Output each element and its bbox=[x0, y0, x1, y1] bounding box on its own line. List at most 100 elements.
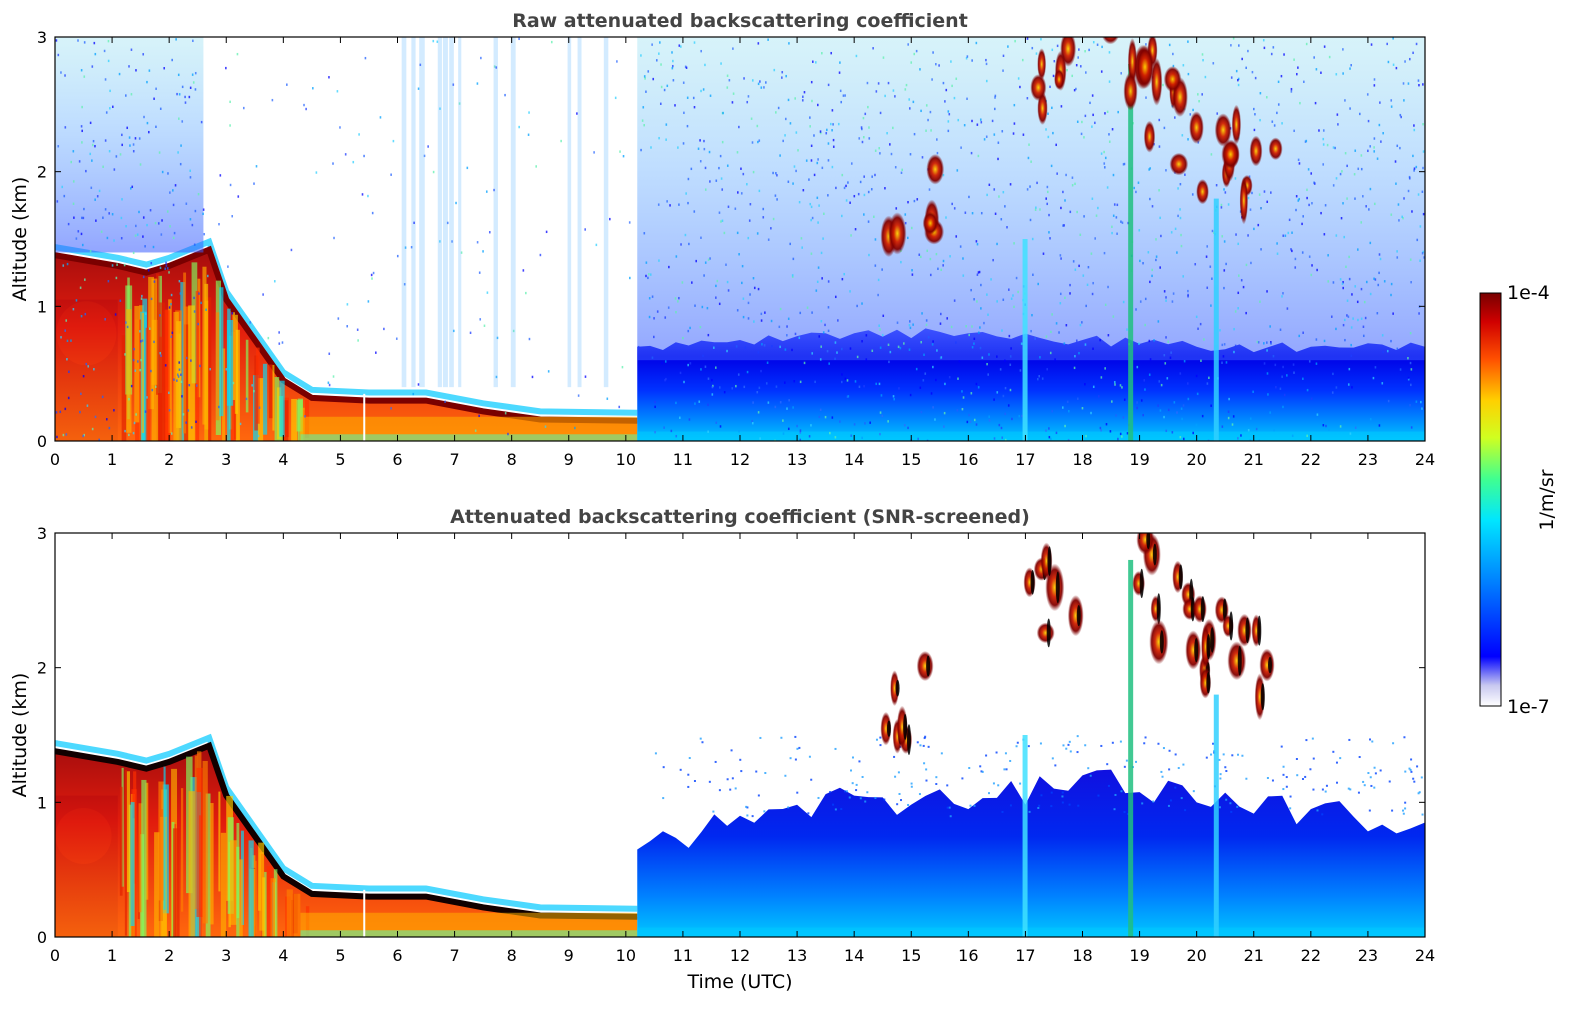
precip-streak bbox=[218, 791, 221, 892]
noise-pixel bbox=[986, 193, 988, 197]
noise-pixel bbox=[202, 212, 204, 216]
noise-pixel bbox=[1198, 100, 1200, 103]
noise-pixel bbox=[927, 336, 930, 339]
noise-pixel bbox=[1031, 313, 1033, 317]
noise-pixel bbox=[1195, 423, 1198, 427]
x-tick-label: 22 bbox=[1301, 450, 1321, 469]
noise-pixel bbox=[1335, 73, 1338, 76]
noise-pixel bbox=[818, 204, 820, 207]
noise-pixel bbox=[977, 154, 980, 158]
noise-pixel bbox=[173, 378, 175, 381]
noise-pixel bbox=[1276, 252, 1279, 255]
noise-pixel bbox=[1410, 368, 1413, 371]
noise-pixel bbox=[130, 48, 133, 51]
noise-pixel bbox=[1408, 175, 1411, 179]
screened-speck bbox=[1347, 787, 1350, 790]
noise-pixel bbox=[1040, 38, 1042, 41]
screened-speck bbox=[1295, 758, 1298, 761]
data-gap bbox=[363, 393, 366, 441]
noise-pixel bbox=[62, 264, 65, 267]
screened-speck bbox=[1224, 766, 1227, 769]
noise-pixel bbox=[868, 126, 870, 129]
noise-pixel bbox=[172, 236, 175, 240]
noise-pixel bbox=[812, 60, 814, 63]
noise-pixel bbox=[168, 306, 171, 309]
screened-speck bbox=[1127, 812, 1130, 815]
noise-pixel bbox=[879, 432, 881, 436]
noise-pixel bbox=[1004, 412, 1007, 416]
noise-pixel bbox=[1227, 416, 1230, 420]
noise-pixel bbox=[403, 283, 406, 286]
screened-speck bbox=[1062, 744, 1065, 747]
cloud-feature bbox=[1138, 495, 1148, 526]
noise-pixel bbox=[1322, 129, 1325, 132]
noise-pixel bbox=[584, 228, 586, 231]
screened-speck bbox=[1051, 757, 1054, 760]
screened-speck bbox=[988, 792, 991, 795]
noise-pixel bbox=[1276, 111, 1278, 115]
x-tick-label: 3 bbox=[221, 450, 231, 469]
screened-speck bbox=[1009, 804, 1012, 807]
noise-pixel bbox=[131, 185, 134, 189]
noise-pixel bbox=[1052, 131, 1054, 135]
screened-speck bbox=[840, 808, 843, 811]
noise-pixel bbox=[707, 430, 709, 433]
noise-pixel bbox=[1417, 79, 1420, 82]
noise-pixel bbox=[1149, 280, 1151, 284]
screened-speck bbox=[829, 791, 832, 794]
noise-pixel bbox=[1306, 388, 1309, 392]
noise-pixel bbox=[816, 196, 819, 200]
noise-pixel bbox=[1059, 292, 1062, 296]
noise-pixel bbox=[80, 69, 83, 72]
noise-pixel bbox=[356, 328, 359, 331]
screened-speck bbox=[1097, 794, 1100, 797]
noise-pixel bbox=[1346, 197, 1348, 200]
noise-pixel bbox=[927, 118, 929, 122]
noise-pixel bbox=[1204, 75, 1207, 79]
screened-speck bbox=[1231, 754, 1234, 757]
noise-pixel bbox=[1088, 48, 1090, 52]
noise-pixel bbox=[784, 134, 786, 137]
noise-pixel bbox=[811, 311, 813, 314]
screened-speck bbox=[1040, 794, 1043, 797]
noise-pixel bbox=[1367, 119, 1370, 123]
noise-pixel bbox=[987, 373, 990, 376]
noise-pixel bbox=[980, 283, 982, 287]
noise-pixel bbox=[1290, 248, 1292, 251]
noise-pixel bbox=[169, 225, 171, 228]
noise-pixel bbox=[1298, 197, 1301, 201]
screened-speck bbox=[1157, 742, 1160, 745]
noise-pixel bbox=[1270, 191, 1272, 194]
noise-pixel bbox=[119, 299, 122, 302]
noise-pixel bbox=[460, 251, 463, 254]
screened-speck bbox=[787, 806, 790, 809]
noise-pixel bbox=[953, 299, 956, 302]
noise-pixel bbox=[1084, 383, 1086, 386]
noise-pixel bbox=[1206, 245, 1209, 248]
noise-pixel bbox=[882, 314, 885, 318]
noise-pixel bbox=[1084, 343, 1087, 346]
noise-pixel bbox=[1082, 274, 1085, 277]
noise-pixel bbox=[139, 340, 142, 343]
noise-pixel bbox=[912, 323, 914, 326]
noise-pixel bbox=[181, 85, 184, 89]
noise-pixel bbox=[786, 325, 788, 328]
noise-pixel bbox=[184, 95, 186, 99]
screened-speck bbox=[1349, 788, 1352, 791]
noise-pixel bbox=[160, 233, 163, 236]
noise-pixel bbox=[923, 353, 925, 356]
noise-pixel bbox=[80, 125, 83, 128]
noise-pixel bbox=[105, 418, 108, 421]
noise-pixel bbox=[1320, 71, 1322, 74]
noise-pixel bbox=[965, 57, 968, 60]
noise-pixel bbox=[1354, 285, 1357, 288]
cloud-core bbox=[1055, 571, 1060, 604]
noise-pixel bbox=[1103, 251, 1106, 255]
screened-speck bbox=[875, 738, 878, 741]
noise-pixel bbox=[796, 424, 798, 428]
noise-pixel bbox=[726, 349, 728, 353]
noise-pixel bbox=[760, 312, 763, 316]
noise-pixel bbox=[1119, 384, 1122, 387]
noise-pixel bbox=[1069, 283, 1071, 287]
noise-pixel bbox=[146, 223, 148, 227]
